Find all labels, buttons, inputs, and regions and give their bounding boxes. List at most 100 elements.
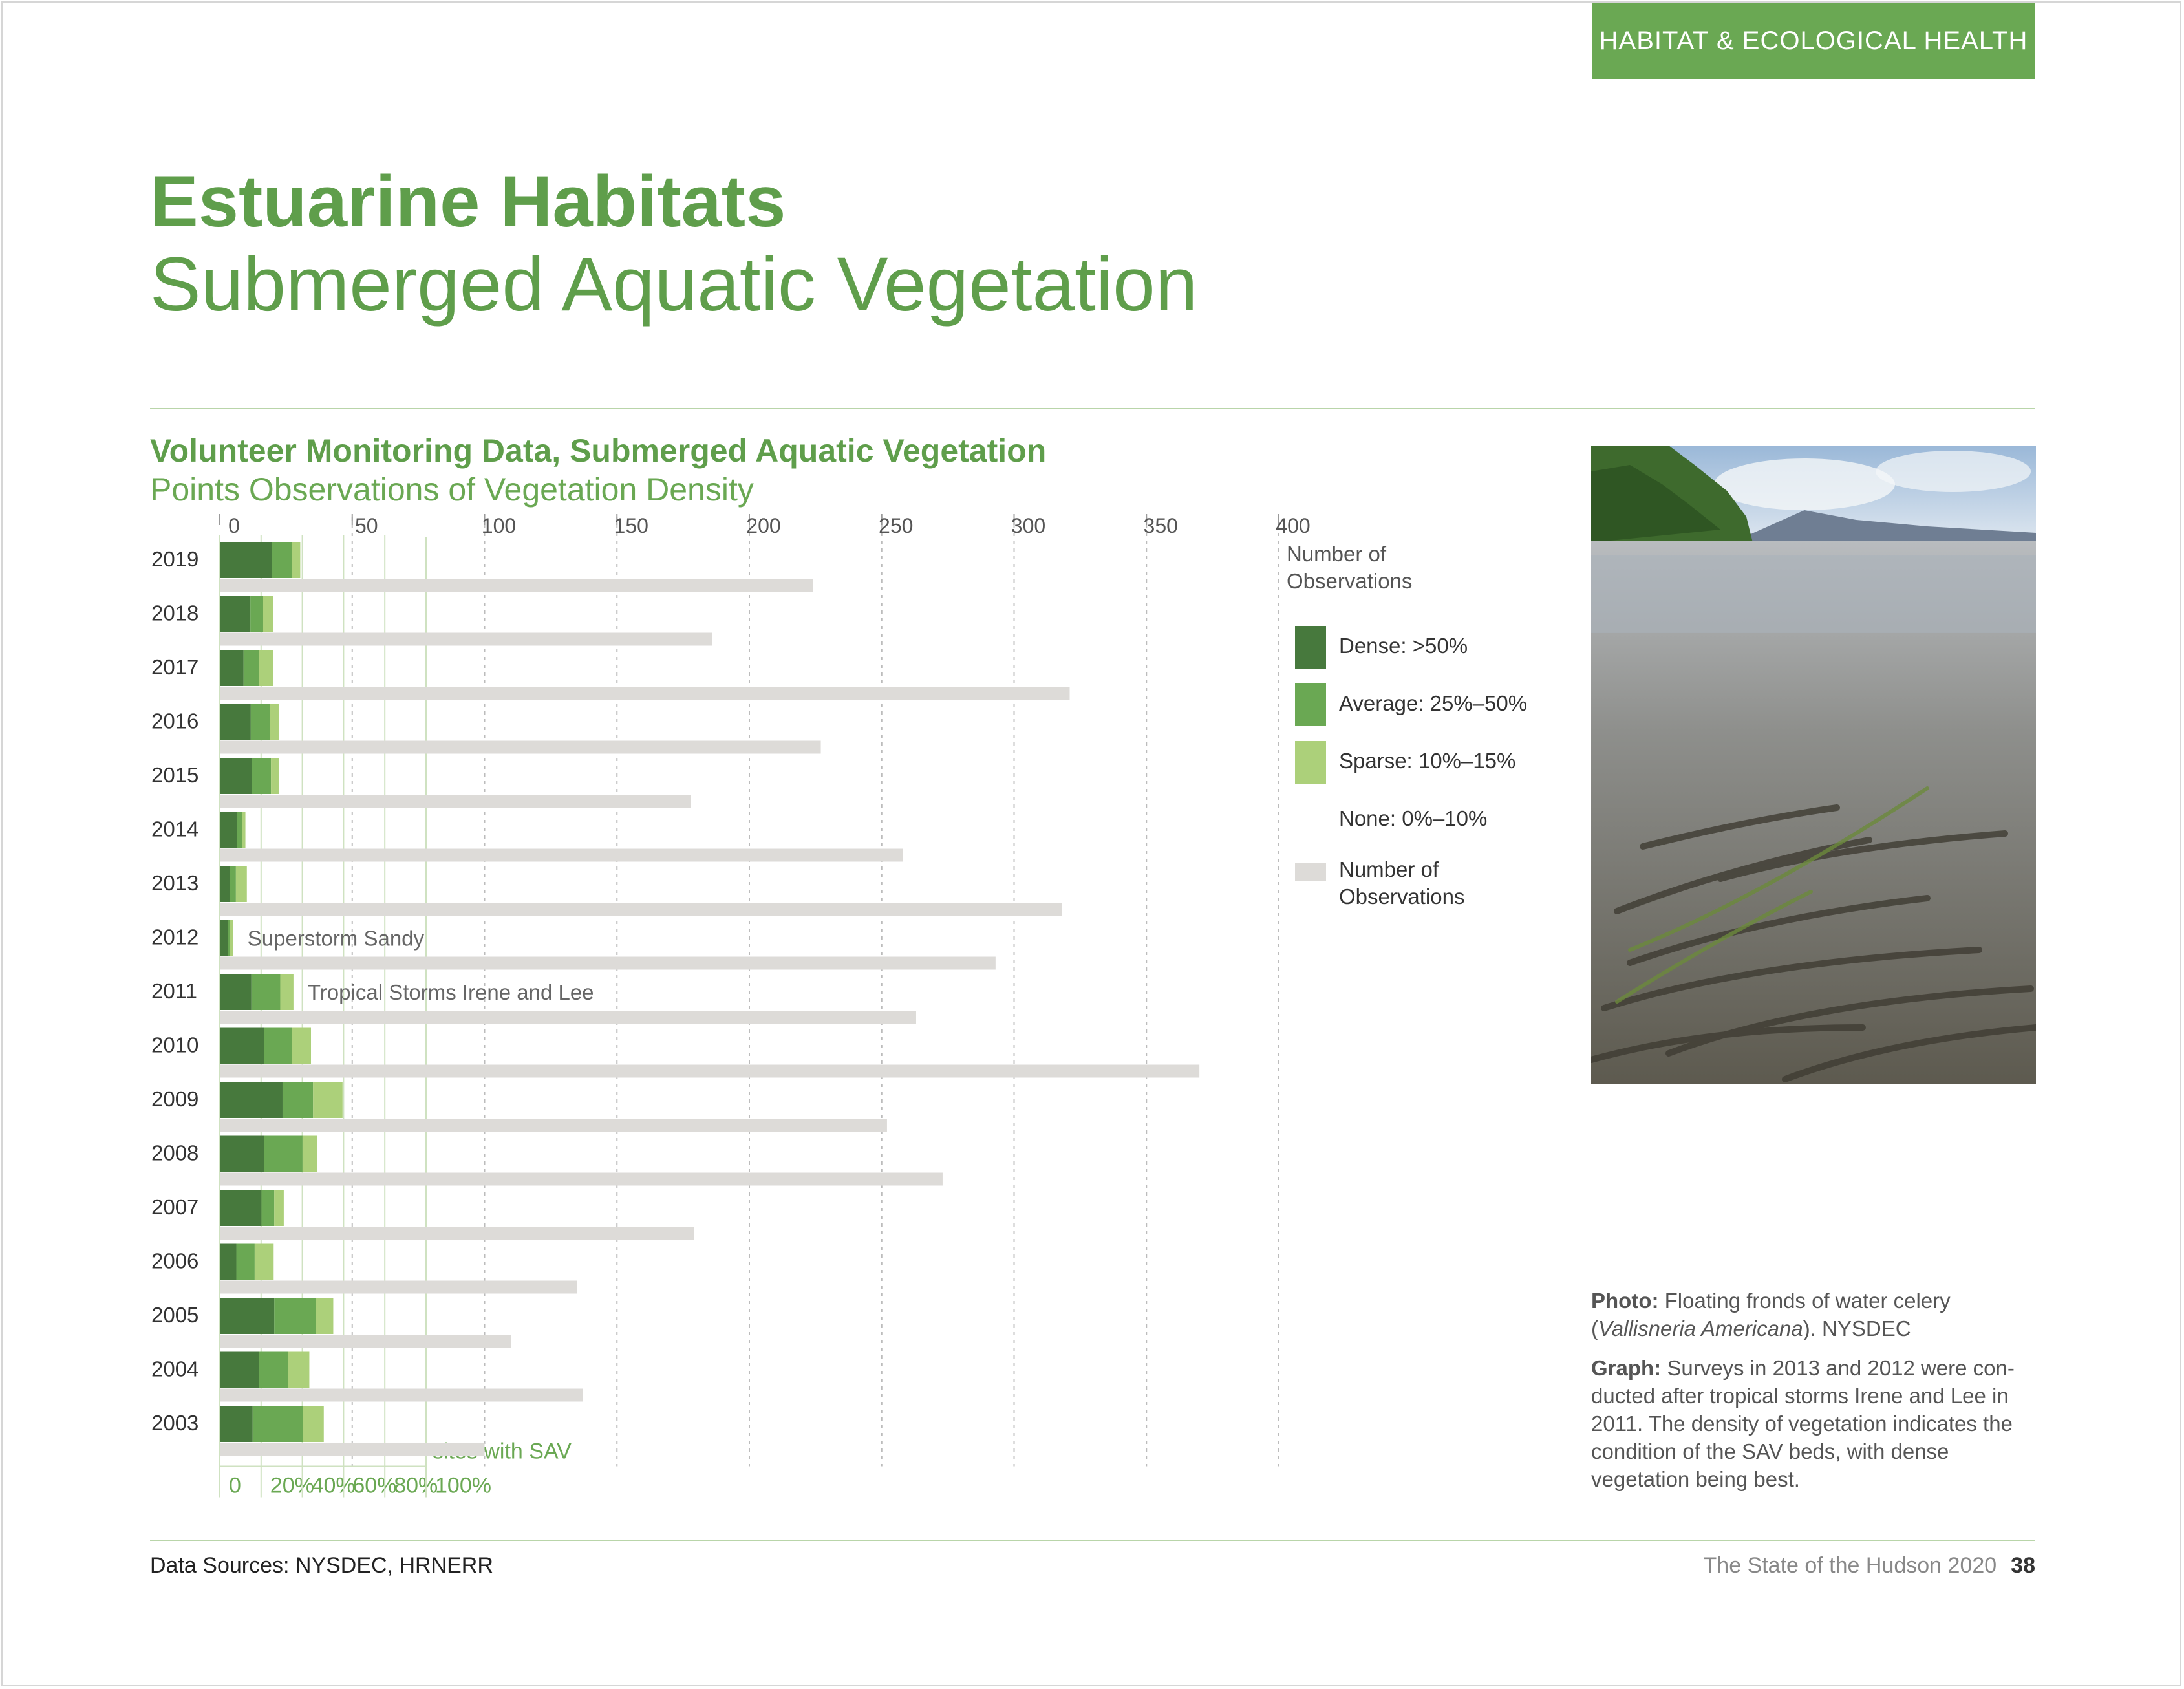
observations-bar xyxy=(220,687,1070,700)
count-tick-label: 300 xyxy=(1011,514,1045,537)
year-label: 2004 xyxy=(151,1357,198,1381)
density-bar xyxy=(251,974,281,1010)
year-label: 2018 xyxy=(151,601,198,625)
density-bar xyxy=(243,650,259,686)
density-bar xyxy=(303,1406,324,1442)
observations-bar xyxy=(220,956,996,970)
count-tick-label: 50 xyxy=(355,514,378,537)
legend-item: Number of Observations xyxy=(1295,856,1546,910)
year-label: 2016 xyxy=(151,709,198,733)
bottom-rule xyxy=(150,1540,2035,1541)
year-label: 2015 xyxy=(151,763,198,787)
chart-subtitle: Points Observations of Vegetation Densit… xyxy=(150,471,754,508)
percent-tick-label: 60% xyxy=(352,1474,396,1498)
density-bar xyxy=(262,596,273,632)
count-tick-label: 400 xyxy=(1276,514,1310,537)
density-bar xyxy=(250,596,263,632)
density-bar xyxy=(261,1190,275,1226)
density-bar xyxy=(220,1082,283,1118)
count-tick-label: 350 xyxy=(1144,514,1178,537)
year-label: 2012 xyxy=(151,925,198,949)
observations-bar xyxy=(220,1280,577,1294)
publication-title: The State of the Hudson 2020 xyxy=(1703,1553,1997,1578)
stacked-bar-chart: 0 50 100 150 200 250 300 350 400 0 20%40%60%80%100… xyxy=(151,514,1412,1498)
year-label: 2008 xyxy=(151,1141,198,1165)
count-axis-label-line: Number of xyxy=(1287,542,1387,566)
bar-annotation: Superstorm Sandy xyxy=(248,927,425,951)
observations-bar xyxy=(220,632,712,646)
observations-bar xyxy=(220,1227,694,1240)
density-bar xyxy=(280,974,294,1010)
density-bar xyxy=(264,1135,303,1172)
legend-label: Sparse: 10%–15% xyxy=(1339,749,1516,773)
observations-bar xyxy=(220,795,691,808)
density-bar xyxy=(236,1243,255,1280)
year-label: 2005 xyxy=(151,1303,198,1327)
density-bar xyxy=(220,704,251,740)
year-label: 2013 xyxy=(151,871,198,895)
count-axis-label: Number of Observations xyxy=(1287,542,1412,593)
legend-item: Sparse: 10%–15% xyxy=(1295,741,1546,784)
legend-item: None: 0%–10% xyxy=(1295,799,1546,841)
density-bar xyxy=(259,650,273,686)
density-bar xyxy=(259,1351,288,1388)
observations-bar xyxy=(220,1388,583,1402)
percent-tick-label: 40% xyxy=(312,1474,356,1498)
page-subtitle: Submerged Aquatic Vegetation xyxy=(150,242,1198,327)
water-celery-photo xyxy=(1591,446,2036,1084)
density-bar xyxy=(220,1406,253,1442)
photo-image xyxy=(1591,446,2036,1084)
density-bar xyxy=(316,1298,334,1334)
photo-graph-caption: Photo: Floating fronds of water celery (… xyxy=(1591,1287,2044,1505)
observations-bar xyxy=(220,903,1062,916)
density-bar xyxy=(220,1027,264,1064)
observations-bar xyxy=(220,1011,916,1024)
observations-bar xyxy=(220,579,813,592)
density-bar xyxy=(252,1406,303,1442)
legend-swatch xyxy=(1295,863,1326,881)
observations-bar xyxy=(220,1064,1200,1078)
count-tick-label: 250 xyxy=(879,514,913,537)
year-label: 2017 xyxy=(151,655,198,679)
chart-title: Volunteer Monitoring Data, Submerged Aqu… xyxy=(150,433,1047,469)
density-bar xyxy=(271,758,279,794)
density-bar xyxy=(220,596,251,632)
count-tick-label: 0 xyxy=(228,514,240,537)
top-rule xyxy=(150,408,2035,409)
year-label: 2011 xyxy=(151,979,197,1003)
legend-swatch xyxy=(1295,683,1326,726)
page-title: Estuarine Habitats xyxy=(150,161,786,242)
legend-swatch xyxy=(1295,626,1326,669)
density-bar xyxy=(220,866,230,902)
observations-bar xyxy=(220,1335,511,1348)
density-bar xyxy=(220,1190,262,1226)
density-bar xyxy=(220,920,228,956)
density-bar xyxy=(220,974,252,1010)
percent-tick-label: 20% xyxy=(270,1474,314,1498)
bar-annotation: Tropical Storms Irene and Lee xyxy=(308,980,594,1004)
year-label: 2009 xyxy=(151,1087,198,1111)
section-tag: HABITAT & ECOLOGICAL HEALTH xyxy=(1592,3,2035,79)
data-sources: Data Sources: NYSDEC, HRNERR xyxy=(150,1553,493,1578)
percent-tick-label: 0 xyxy=(229,1474,241,1498)
density-bar xyxy=(254,1243,274,1280)
page-number: 38 xyxy=(2011,1553,2035,1578)
legend-swatch xyxy=(1295,799,1326,841)
observations-bar xyxy=(220,1172,943,1186)
density-bar xyxy=(242,812,246,848)
density-bar xyxy=(235,866,247,902)
photo-caption: Photo: Floating fronds of water celery (… xyxy=(1591,1289,1951,1340)
density-bar xyxy=(220,758,252,794)
density-bar xyxy=(274,1190,284,1226)
legend-label: None: 0%–10% xyxy=(1339,806,1488,830)
percent-tick-label: 80% xyxy=(394,1474,438,1498)
density-bar xyxy=(264,1027,292,1064)
density-bar xyxy=(230,866,236,902)
count-tick-label: 150 xyxy=(614,514,648,537)
density-bar xyxy=(292,1027,311,1064)
density-bar xyxy=(230,920,233,956)
graph-caption: Graph: Surveys in 2013 and 2012 were con… xyxy=(1591,1356,2015,1491)
density-bar xyxy=(313,1082,343,1118)
density-bar xyxy=(288,1351,310,1388)
observations-bar xyxy=(220,848,903,862)
